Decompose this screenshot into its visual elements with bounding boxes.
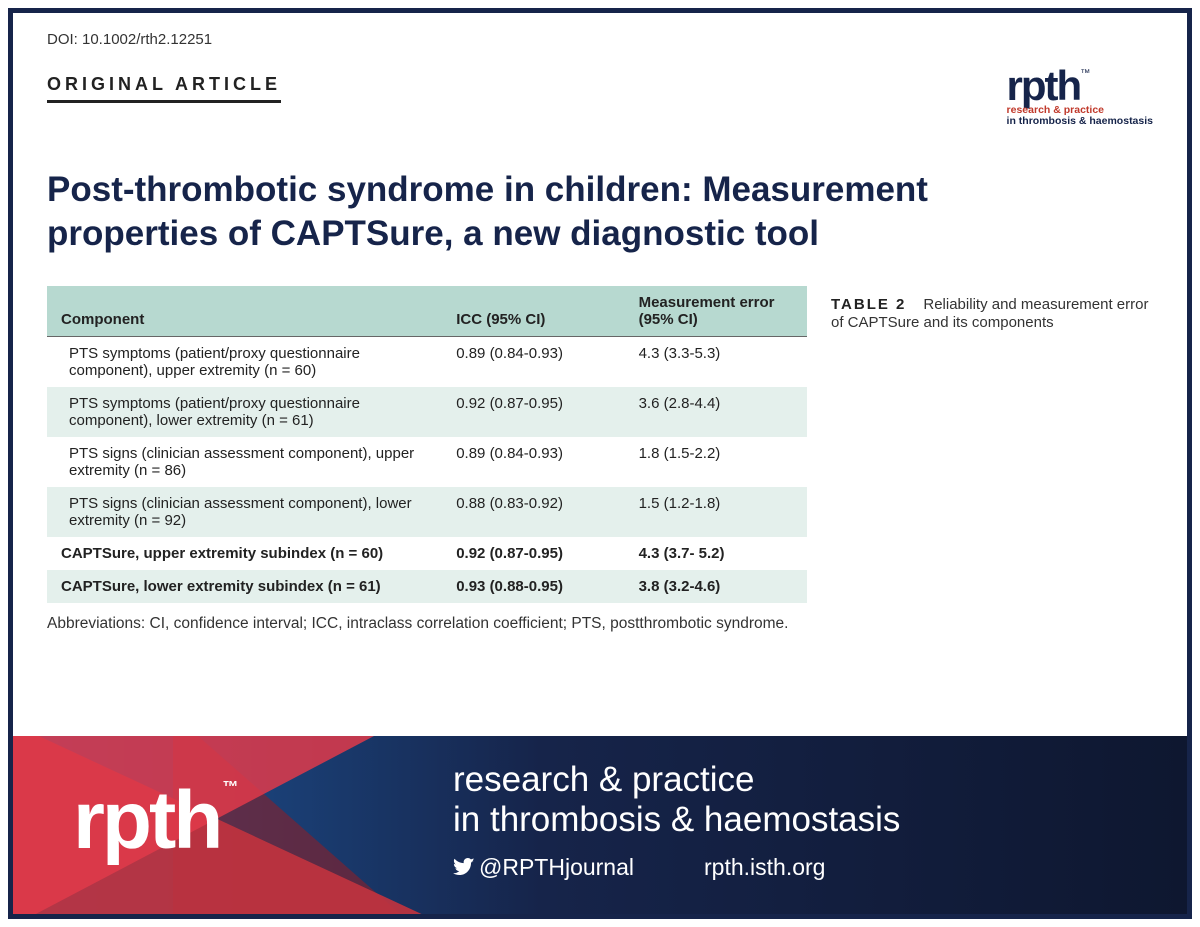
table-cell: 4.3 (3.7- 5.2) [625, 537, 807, 570]
banner-line-2: in thrombosis & haemostasis [453, 800, 900, 840]
article-type-label: ORIGINAL ARTICLE [47, 74, 281, 103]
table-header-row: Component ICC (95% CI) Measurement error… [47, 286, 807, 337]
table-caption-number: TABLE 2 [831, 296, 906, 313]
twitter-icon [453, 858, 475, 880]
table-cell: PTS symptoms (patient/proxy questionnair… [47, 387, 442, 437]
table-cell: 4.3 (3.3-5.3) [625, 336, 807, 387]
table-cell: 0.89 (0.84-0.93) [442, 336, 624, 387]
banner-subline: @RPTHjournal rpth.isth.org [453, 854, 900, 881]
banner-trademark-icon: ™ [222, 779, 235, 796]
table-row: CAPTSure, lower extremity subindex (n = … [47, 570, 807, 603]
table-cell: CAPTSure, upper extremity subindex (n = … [47, 537, 442, 570]
reliability-table: Component ICC (95% CI) Measurement error… [47, 286, 807, 603]
banner-url: rpth.isth.org [704, 854, 825, 881]
table-cell: CAPTSure, lower extremity subindex (n = … [47, 570, 442, 603]
table-column: Component ICC (95% CI) Measurement error… [47, 286, 807, 635]
caption-column: TABLE 2 Reliability and measurement erro… [831, 286, 1153, 635]
logo-subtitle-2: in thrombosis & haemostasis [1007, 116, 1153, 127]
table-cell: 1.8 (1.5-2.2) [625, 437, 807, 487]
page-frame: DOI: 10.1002/rth2.12251 ORIGINAL ARTICLE… [8, 8, 1192, 919]
table-abbreviations: Abbreviations: CI, confidence interval; … [47, 613, 807, 635]
footer-banner: rpth™ research & practice in thrombosis … [13, 736, 1187, 914]
table-cell: 0.92 (0.87-0.95) [442, 387, 624, 437]
top-logo: rpth™ research & practice in thrombosis … [1007, 68, 1153, 126]
table-row: PTS signs (clinician assessment componen… [47, 437, 807, 487]
th-component: Component [47, 286, 442, 337]
body-row: Component ICC (95% CI) Measurement error… [47, 286, 1153, 635]
article-title: Post-thrombotic syndrome in children: Me… [47, 168, 1097, 256]
banner-logo-text: rpth [73, 775, 220, 866]
table-row: CAPTSure, upper extremity subindex (n = … [47, 537, 807, 570]
content-area: DOI: 10.1002/rth2.12251 ORIGINAL ARTICLE… [13, 13, 1187, 914]
table-cell: PTS symptoms (patient/proxy questionnair… [47, 336, 442, 387]
th-me: Measurement error (95% CI) [625, 286, 807, 337]
trademark-icon: ™ [1080, 68, 1090, 79]
table-cell: PTS signs (clinician assessment componen… [47, 487, 442, 537]
table-cell: PTS signs (clinician assessment componen… [47, 437, 442, 487]
table-cell: 3.8 (3.2-4.6) [625, 570, 807, 603]
table-cell: 3.6 (2.8-4.4) [625, 387, 807, 437]
table-row: PTS symptoms (patient/proxy questionnair… [47, 387, 807, 437]
table-row: PTS symptoms (patient/proxy questionnair… [47, 336, 807, 387]
doi-text: DOI: 10.1002/rth2.12251 [47, 31, 1153, 48]
th-icc: ICC (95% CI) [442, 286, 624, 337]
table-row: PTS signs (clinician assessment componen… [47, 487, 807, 537]
table-body: PTS symptoms (patient/proxy questionnair… [47, 336, 807, 603]
article-type-wrap: ORIGINAL ARTICLE [47, 74, 281, 103]
table-cell: 0.92 (0.87-0.95) [442, 537, 624, 570]
banner-line-1: research & practice [453, 760, 900, 800]
table-cell: 0.88 (0.83-0.92) [442, 487, 624, 537]
header-row: ORIGINAL ARTICLE rpth™ research & practi… [47, 74, 1153, 126]
logo-subtitle-1: research & practice [1007, 105, 1153, 116]
table-cell: 1.5 (1.2-1.8) [625, 487, 807, 537]
table-cell: 0.89 (0.84-0.93) [442, 437, 624, 487]
banner-right-text: research & practice in thrombosis & haem… [453, 760, 900, 881]
banner-logo: rpth™ [73, 780, 235, 862]
banner-twitter: @RPTHjournal [453, 854, 634, 881]
logo-text: rpth [1007, 62, 1081, 109]
table-cell: 0.93 (0.88-0.95) [442, 570, 624, 603]
